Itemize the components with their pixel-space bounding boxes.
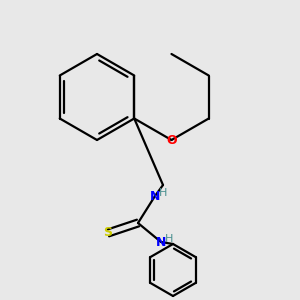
Text: N: N <box>156 236 166 248</box>
Text: S: S <box>103 226 112 239</box>
Text: O: O <box>166 134 177 146</box>
Text: N: N <box>150 190 160 202</box>
Text: H: H <box>159 188 167 198</box>
Text: H: H <box>165 234 173 244</box>
